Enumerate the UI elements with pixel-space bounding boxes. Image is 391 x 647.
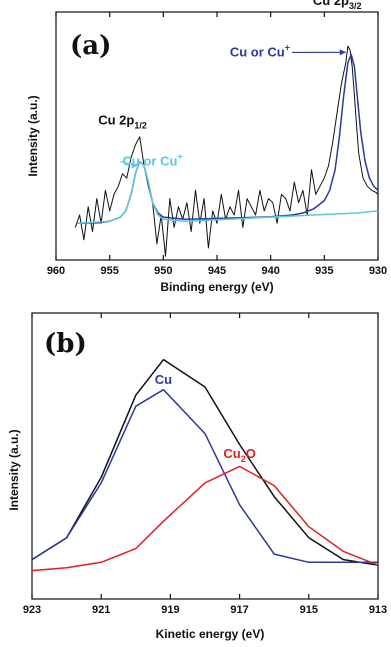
panel-a-x-tick-label: 960 <box>47 265 65 277</box>
panel-b-x-tick-label: 913 <box>369 604 387 616</box>
panel-a-annotation-arrowhead <box>339 49 346 56</box>
panel-a-x-tick-label: 940 <box>261 265 279 277</box>
panel-a-annotation: Cu or Cu+ <box>230 42 290 59</box>
panel-a-x-tick-label: 945 <box>208 265 226 277</box>
panel-b-annotations: Cu Cu2O <box>155 372 256 464</box>
panel-a-y-axis-label: Intensity (a.u.) <box>26 95 40 176</box>
panel-b-x-tick-label: 923 <box>23 604 41 616</box>
panel-a-x-ticks: 960 955 950 945 940 935 930 <box>47 12 387 277</box>
panel-a-series-line-1 <box>74 45 379 257</box>
panel-b-annotation: Cu <box>155 372 172 387</box>
panel-a-x-tick-label: 930 <box>369 265 387 277</box>
panel-a-label: (a) <box>70 31 111 61</box>
panel-a-series-group <box>74 45 379 257</box>
panel-a-x-axis-label: Binding energy (eV) <box>160 280 273 294</box>
panel-a-chart: (a) 960 955 950 945 940 935 930 Cu 2p1/2 Cu 2p3… <box>26 0 387 294</box>
panel-a-annotation-arrowhead <box>131 162 138 169</box>
panel-b-series-line-3 <box>31 465 379 572</box>
panel-b-x-tick-label: 915 <box>300 604 318 616</box>
panel-a-x-tick-label: 950 <box>154 265 172 277</box>
panel-a-annotation: Cu or Cu+ <box>123 152 183 169</box>
panel-a-annotations: Cu 2p1/2 Cu 2p3/2 Cu or Cu+ Cu or Cu+ <box>98 0 362 169</box>
panel-b-chart: (b) 923 921 919 917 915 913 Cu Cu2O Kinetic en… <box>7 312 387 641</box>
panel-b-x-axis-label: Kinetic energy (eV) <box>156 627 265 641</box>
panel-b-x-tick-label: 919 <box>161 604 179 616</box>
panel-a-annotation: Cu 2p1/2 <box>98 112 147 130</box>
panel-a-series-line-3 <box>77 160 379 225</box>
panel-b-y-axis-label: Intensity (a.u.) <box>7 429 21 510</box>
panel-b-plot-frame <box>31 312 379 600</box>
panel-b-x-tick-label: 921 <box>92 604 110 616</box>
panel-b-annotation: Cu2O <box>223 446 255 464</box>
panel-a-x-tick-label: 955 <box>100 265 118 277</box>
panel-b-x-ticks: 923 921 919 917 915 913 <box>23 313 387 616</box>
panel-b-x-tick-label: 917 <box>230 604 248 616</box>
panel-a-annotation: Cu 2p3/2 <box>313 0 362 11</box>
panel-b-series-line-2 <box>31 388 378 564</box>
panel-b-label: (b) <box>44 329 87 359</box>
panel-a-x-tick-label: 935 <box>315 265 333 277</box>
panel-b-series-group <box>31 358 379 572</box>
panel-b-series-line-1 <box>31 358 379 566</box>
